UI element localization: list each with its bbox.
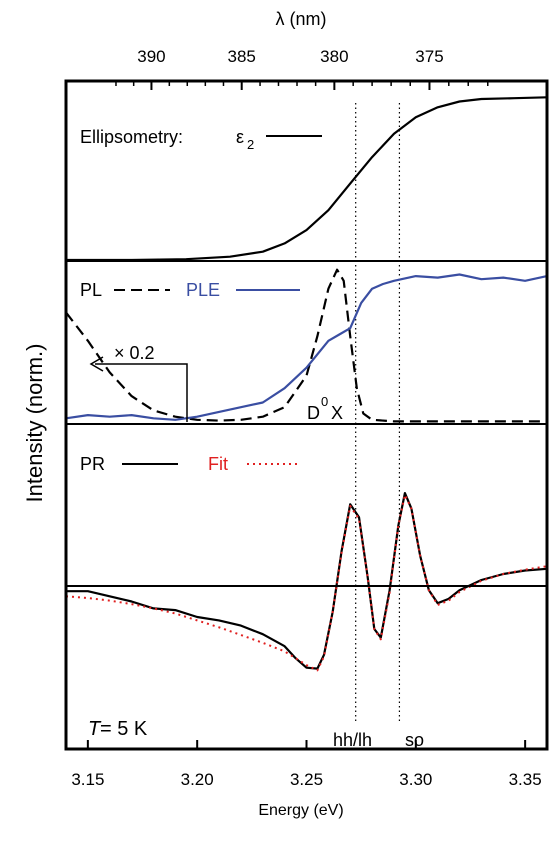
temperature-label-value: = 5 K <box>100 718 148 740</box>
bottom-tick-label: 3.35 <box>509 770 542 789</box>
top-tick-label: 375 <box>415 47 443 66</box>
plot-frame <box>64 79 549 751</box>
d0x-annotation-base: D <box>307 403 320 423</box>
temperature-label-symbol: T <box>88 718 102 740</box>
top-tick-label: 380 <box>320 47 348 66</box>
top-tick-label: 390 <box>137 47 165 66</box>
series-pr-line <box>66 492 548 670</box>
x-axis-label: Energy (eV) <box>258 802 343 819</box>
series--2-line <box>66 96 548 262</box>
series-pl-line <box>65 268 547 423</box>
bottom-tick-label: 3.25 <box>290 770 323 789</box>
scale-arrowhead-icon <box>89 356 104 372</box>
ple-legend-label: PLE <box>186 280 220 300</box>
fit-legend-label: Fit <box>208 454 228 474</box>
ellipsometry-legend-label: Ellipsometry: <box>80 127 183 147</box>
series-fit-line <box>65 493 548 672</box>
epsilon-subscript: 2 <box>247 137 254 152</box>
pr-legend-label: PR <box>80 454 105 474</box>
d0x-annotation-superscript: 0 <box>321 394 328 409</box>
d0x-annotation-tail: X <box>331 403 343 423</box>
data-curves <box>65 96 548 672</box>
pl-legend-label: PL <box>80 280 102 300</box>
bottom-tick-label: 3.15 <box>71 770 104 789</box>
so-label: so <box>405 730 424 750</box>
y-axis-label: Intensity (norm.) <box>22 344 47 503</box>
axis-ticks: 3.15 3.20 3.25 3.30 3.35 390 385 380 375 <box>71 47 541 789</box>
hh-lh-label: hh/lh <box>333 730 372 750</box>
bottom-tick-label: 3.30 <box>399 770 432 789</box>
top-axis-label: λ (nm) <box>276 9 327 29</box>
bottom-tick-label: 3.20 <box>181 770 214 789</box>
epsilon-symbol: ε <box>236 127 244 147</box>
top-tick-label: 385 <box>228 47 256 66</box>
scale-arrow <box>95 363 188 422</box>
scale-annotation: × 0.2 <box>114 343 155 363</box>
series-ple-line <box>65 273 548 421</box>
